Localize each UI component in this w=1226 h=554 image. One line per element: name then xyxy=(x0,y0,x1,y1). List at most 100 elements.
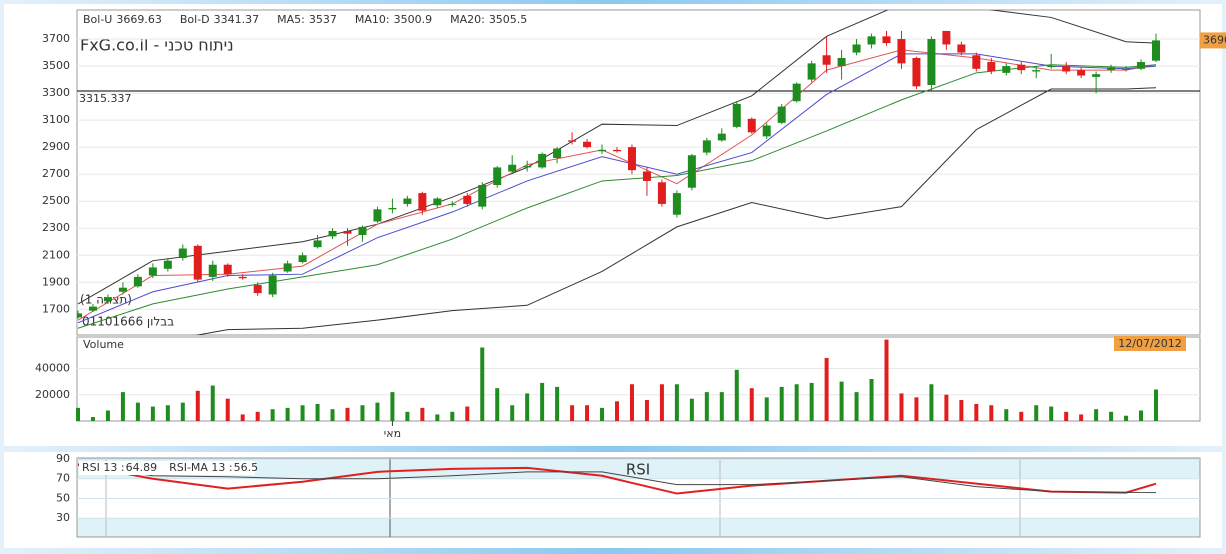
volume-bar xyxy=(510,405,515,421)
volume-bar xyxy=(330,409,335,421)
plot-group: 3315.337 xyxy=(77,10,1200,335)
candle-body xyxy=(268,275,277,295)
legend-value: 3669.63 xyxy=(116,13,162,26)
volume-bar xyxy=(165,405,170,421)
y-tick-label: 50 xyxy=(56,491,70,504)
symbol-text: 01101666 בבלון xyxy=(82,315,174,329)
candle-body xyxy=(163,260,172,269)
volume-bar xyxy=(719,392,724,421)
volume-bar xyxy=(854,392,859,421)
volume-bar xyxy=(1049,406,1054,421)
candle-body xyxy=(777,106,786,123)
candle-body xyxy=(493,167,502,185)
volume-bar xyxy=(76,407,80,421)
candle-body xyxy=(538,153,547,168)
volume-bar xyxy=(884,339,889,421)
volume-bar xyxy=(210,385,215,421)
volume-bar xyxy=(525,393,530,421)
legend-name: RSI 13 : xyxy=(82,461,125,474)
volume-bar xyxy=(420,407,425,421)
candle-body xyxy=(1062,66,1071,72)
candle-body xyxy=(867,36,876,45)
candle-body xyxy=(1137,62,1146,69)
volume-bar xyxy=(704,392,709,421)
volume-bar xyxy=(315,403,320,421)
volume-bar xyxy=(1154,389,1158,421)
legend-value: 3505.5 xyxy=(489,13,528,26)
legend-name: RSI-MA 13 : xyxy=(169,461,233,474)
volume-bar xyxy=(674,384,679,421)
volume-bar xyxy=(899,393,904,421)
volume-bar xyxy=(435,414,440,421)
legend-name: MA10: xyxy=(355,13,390,26)
brand: FxG.co.il - ניתוח טכני xyxy=(80,36,234,55)
volume-bar xyxy=(914,397,919,421)
candle-body xyxy=(103,297,112,302)
candle-body xyxy=(987,62,996,72)
date-tag-bg xyxy=(1114,336,1186,351)
legend-bg xyxy=(79,461,255,475)
candle-body xyxy=(568,140,577,142)
candle-body xyxy=(1032,70,1041,72)
candle-body xyxy=(672,193,681,215)
volume-bar xyxy=(659,384,664,421)
volume-bar xyxy=(360,405,365,421)
volume-bar xyxy=(749,388,754,421)
y-tick-label: 30 xyxy=(56,511,70,524)
candle-body xyxy=(343,230,352,234)
candle-body xyxy=(448,203,457,205)
indicator-line xyxy=(77,49,1157,321)
candle-body xyxy=(298,255,307,263)
volume-bar xyxy=(405,411,410,421)
volume-bar xyxy=(585,405,590,421)
candle-body xyxy=(1122,68,1131,70)
legend-name: MA5: xyxy=(277,13,305,26)
candle-body xyxy=(717,133,726,141)
volume-bar xyxy=(195,390,200,421)
candle-body xyxy=(613,149,621,152)
legend-name: Bol-U xyxy=(83,13,112,26)
volume-bar xyxy=(90,417,95,421)
candle-body xyxy=(1017,64,1026,71)
candle-body xyxy=(897,39,906,64)
volume-bar xyxy=(375,402,380,421)
candle-body xyxy=(253,285,262,294)
legend-value: 3341.37 xyxy=(214,13,260,26)
volume-bar xyxy=(240,414,245,421)
y-tick-label: 90 xyxy=(56,452,70,465)
y-tick-label: 2300 xyxy=(42,221,70,234)
volume-bar xyxy=(540,382,545,421)
last-price: 3690 xyxy=(1203,33,1226,46)
indicator-line xyxy=(77,10,1157,305)
candle-body xyxy=(238,276,247,279)
candle-body xyxy=(553,148,562,158)
candle-body xyxy=(1107,67,1116,71)
volume-bar xyxy=(1064,411,1069,421)
candle-body xyxy=(133,276,142,287)
y-tick-label: 70 xyxy=(56,472,70,485)
y-tick-label: 2900 xyxy=(42,140,70,153)
volume-bar xyxy=(495,388,500,421)
legend-value: 64.89 xyxy=(126,461,158,474)
candle-body xyxy=(912,57,921,87)
candle-body xyxy=(957,44,966,53)
candle-body xyxy=(627,147,636,171)
volume-bar xyxy=(180,402,185,421)
candle-body xyxy=(403,198,412,204)
candle-body xyxy=(463,195,472,204)
volume-bar xyxy=(1094,409,1099,421)
candle-body xyxy=(478,185,487,207)
volume-bar xyxy=(824,358,829,421)
candle-body xyxy=(88,306,97,311)
candle-body xyxy=(702,140,711,153)
legend-name: Bol-D xyxy=(180,13,210,26)
volume-bar xyxy=(644,400,649,421)
y-tick-label: 1900 xyxy=(42,275,70,288)
candle-body xyxy=(118,287,127,292)
volume-bar xyxy=(734,369,739,421)
volume-bar xyxy=(105,410,110,421)
volume-title: Volume xyxy=(83,338,124,351)
volume-bar xyxy=(270,409,275,421)
volume-bar xyxy=(600,407,605,421)
